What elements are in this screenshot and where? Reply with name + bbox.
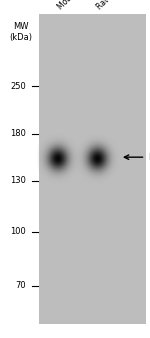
Text: 100: 100 [11, 227, 26, 236]
Text: 180: 180 [10, 129, 26, 138]
Text: Rat brain: Rat brain [95, 0, 126, 12]
Ellipse shape [38, 115, 78, 199]
Text: MW
(kDa): MW (kDa) [9, 22, 33, 42]
Text: 130: 130 [10, 176, 26, 185]
Text: Mouse brain: Mouse brain [56, 0, 96, 12]
Text: 250: 250 [11, 82, 26, 91]
Text: 70: 70 [16, 281, 26, 290]
Ellipse shape [77, 115, 118, 199]
Text: NF-M: NF-M [148, 153, 150, 162]
